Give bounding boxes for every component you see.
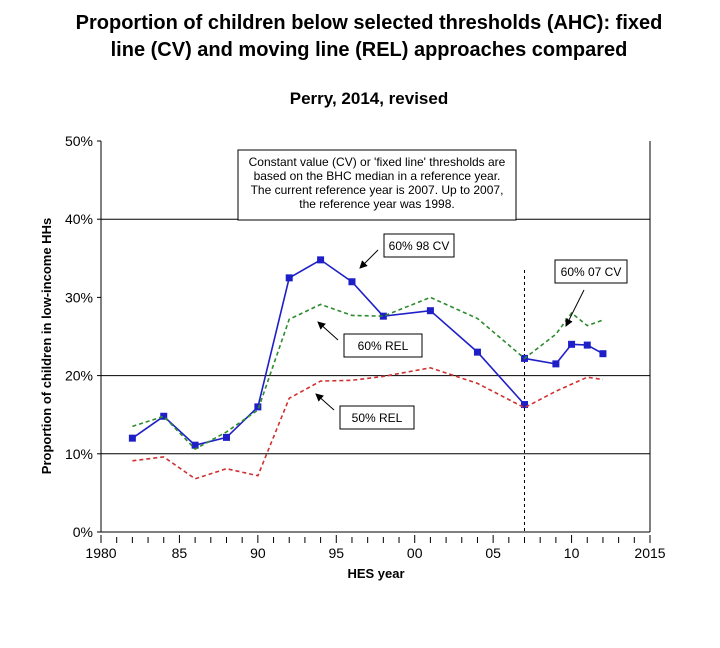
data-point-60-07-cv-2012 [599, 350, 607, 358]
note-line-1: Constant value (CV) or 'fixed line' thre… [249, 155, 506, 169]
arrow-60-07-cv [565, 289, 585, 327]
data-point-60-98-cv-1996 [348, 278, 356, 286]
label-50-rel: 50% REL [315, 393, 415, 430]
series-line-60-98-cv [131, 258, 526, 447]
arrow-50-rel [315, 393, 335, 411]
series-line-60-rel [132, 296, 604, 451]
series-50-rel [132, 366, 604, 480]
note-line-2: based on the BHC median in a reference y… [254, 169, 501, 183]
data-point-60-98-cv-2004 [473, 348, 481, 356]
x-axis-label: HES year [347, 566, 404, 581]
x-tick-label-2000: 00 [407, 545, 423, 561]
note-line-3: The current reference year is 2007. Up t… [251, 183, 504, 197]
data-point-60-98-cv-1998 [379, 312, 387, 320]
x-tick-label-2010: 10 [564, 545, 580, 561]
label-60-07-cv: 60% 07 CV [554, 259, 628, 327]
note-line-4: the reference year was 1998. [299, 197, 454, 211]
data-point-60-98-cv-1986 [191, 441, 199, 449]
data-point-60-98-cv-1994 [317, 256, 325, 264]
series-group [128, 256, 607, 480]
arrow-60-98-cv [359, 249, 379, 269]
x-tick-label-1990: 90 [250, 545, 266, 561]
label-50-rel-text: 50% REL [352, 411, 403, 425]
chart-title-line-1: Proportion of children below selected th… [76, 12, 663, 34]
series-line-60-07-cv [524, 343, 604, 365]
chart-subtitle: Perry, 2014, revised [290, 89, 448, 108]
y-tick-label-0: 0% [73, 524, 93, 540]
data-point-60-98-cv-2001 [426, 307, 434, 315]
label-60-98-cv-text: 60% 98 CV [389, 239, 450, 253]
series-60-rel [132, 296, 604, 451]
data-point-60-07-cv-2009 [552, 360, 560, 368]
x-tick-label-2015: 2015 [634, 545, 665, 561]
y-tick-label-20: 20% [65, 368, 93, 384]
series-60-07-cv [521, 340, 607, 368]
label-60-07-cv-text: 60% 07 CV [561, 265, 622, 279]
x-tick-label-1995: 95 [328, 545, 344, 561]
y-tick-label-30: 30% [65, 289, 93, 305]
note-box: Constant value (CV) or 'fixed line' thre… [237, 149, 517, 221]
arrow-60-rel [317, 321, 339, 341]
y-tick-label-40: 40% [65, 211, 93, 227]
data-point-60-98-cv-1982 [128, 434, 136, 442]
y-tick-label-10: 10% [65, 446, 93, 462]
label-60-98-cv: 60% 98 CV [359, 233, 455, 269]
data-point-60-98-cv-1988 [222, 433, 230, 441]
x-tick-label-1985: 85 [172, 545, 188, 561]
y-tick-label-50: 50% [65, 133, 93, 149]
data-point-60-98-cv-2007 [521, 401, 529, 409]
series-line-50-rel [132, 366, 604, 480]
data-point-60-07-cv-2010 [568, 340, 576, 348]
axes: 0% 10% 20% 30% 40% 50% 1980 85 90 95 00 05 10 2015 [65, 133, 666, 561]
x-tick-label-2005: 05 [485, 545, 501, 561]
y-axis-label: Proportion of children in low-income HHs [39, 218, 54, 474]
data-point-60-07-cv-2011 [583, 341, 591, 349]
data-point-60-98-cv-1984 [160, 412, 168, 420]
data-point-60-98-cv-1990 [254, 403, 262, 411]
data-point-60-98-cv-1992 [285, 274, 293, 282]
label-60-rel-text: 60% REL [358, 339, 409, 353]
series-60-98-cv [128, 256, 529, 449]
x-tick-label-1980: 1980 [85, 545, 116, 561]
label-60-rel: 60% REL [317, 321, 423, 358]
chart-title-line-2: line (CV) and moving line (REL) approach… [111, 39, 628, 61]
